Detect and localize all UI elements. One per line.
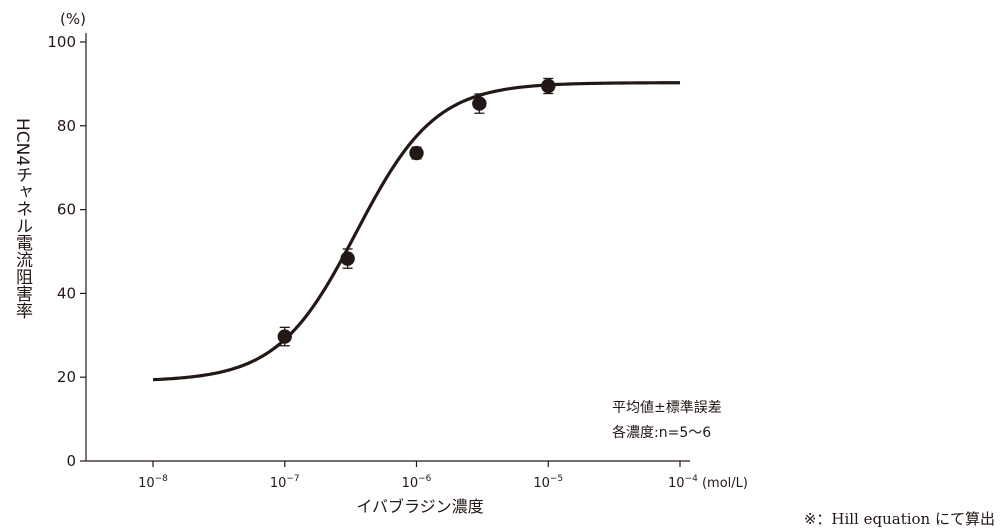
data-marker [472, 96, 487, 111]
y-ticks: 0 20 40 60 80 100 [47, 33, 86, 470]
data-point [541, 77, 556, 95]
data-marker [277, 329, 292, 344]
data-point [409, 145, 424, 161]
data-marker [340, 251, 355, 266]
x-axis-label: イバブラジン濃度 [356, 497, 483, 516]
y-axis-label: HCN4チャネル電流阻害率 [12, 118, 33, 319]
data-point [472, 93, 487, 114]
y-tick-label: 100 [47, 33, 76, 51]
data-points [277, 77, 556, 347]
y-unit-label: (%) [60, 10, 86, 28]
data-marker [541, 78, 556, 94]
x-ticks: 10−8 10−7 10−6 10−5 10−4 (mol/L) [138, 461, 748, 491]
x-tick-label: 10−6 [402, 474, 432, 491]
stats-note-line-2: 各濃度:n=5〜6 [612, 425, 711, 441]
data-point [277, 326, 292, 347]
x-tick-label: 10−8 [138, 474, 168, 491]
x-tick-label: 10−7 [270, 474, 300, 491]
hill-fit-curve [152, 81, 680, 382]
y-tick-label: 60 [57, 201, 76, 219]
x-tick-label: 10−5 [533, 474, 563, 491]
y-tick-label: 20 [57, 368, 76, 386]
x-tick-label: 10−4 (mol/L) [668, 474, 748, 491]
footnote: ※：Hill equation にて算出 [804, 510, 995, 528]
y-tick-label: 80 [57, 117, 76, 135]
data-marker [409, 145, 424, 161]
data-point [340, 248, 355, 269]
y-tick-label: 40 [57, 284, 76, 302]
y-tick-label: 0 [66, 452, 76, 470]
stats-note-line-1: 平均値±標準誤差 [612, 400, 722, 416]
